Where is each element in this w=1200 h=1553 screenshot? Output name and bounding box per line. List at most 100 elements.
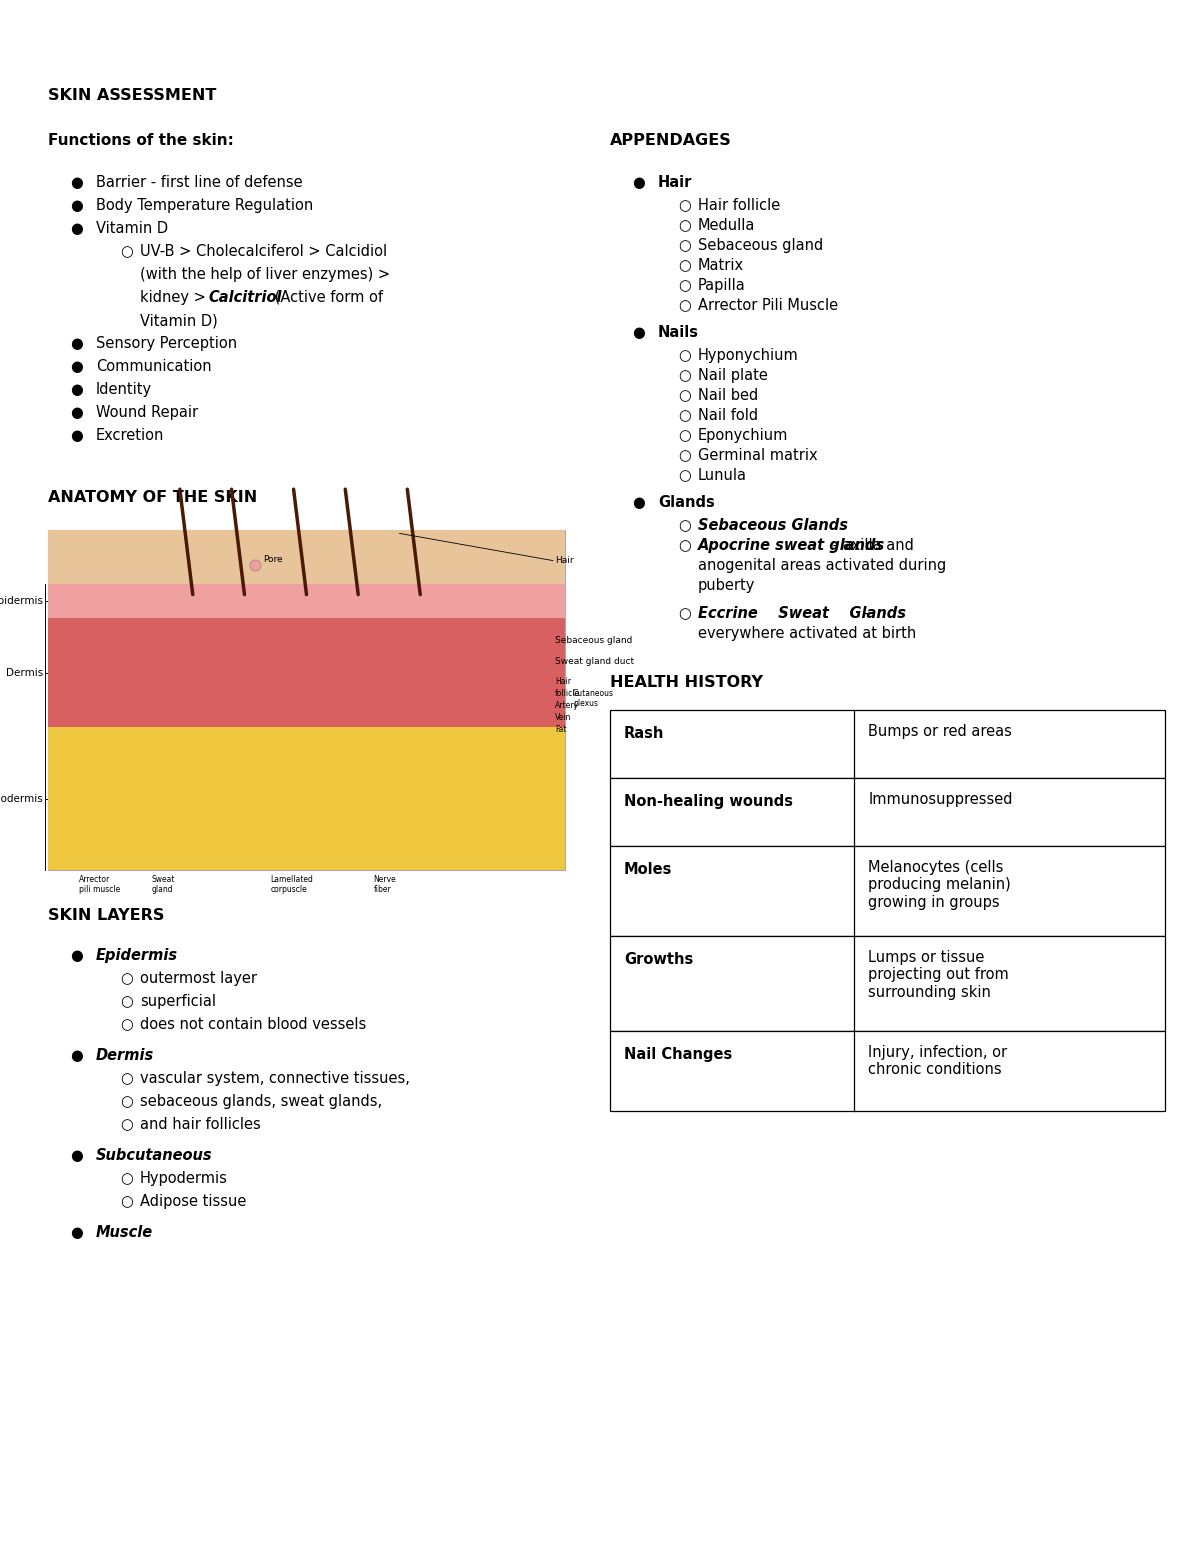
Text: Growths: Growths <box>624 952 694 968</box>
Text: Body Temperature Regulation: Body Temperature Regulation <box>96 197 313 213</box>
Text: ●: ● <box>70 405 83 419</box>
Bar <box>48 530 565 584</box>
Text: follicle: follicle <box>554 690 580 697</box>
Text: Vitamin D: Vitamin D <box>96 221 168 236</box>
Text: ○: ○ <box>678 388 691 402</box>
Text: anogenital areas activated during: anogenital areas activated during <box>698 558 947 573</box>
Text: Hyponychium: Hyponychium <box>698 348 799 363</box>
Text: Subcutaneous: Subcutaneous <box>96 1148 212 1163</box>
Text: plexus: plexus <box>574 699 598 708</box>
Text: Communication: Communication <box>96 359 211 374</box>
Text: Dermis: Dermis <box>6 668 43 677</box>
Text: Rash: Rash <box>624 725 665 741</box>
Text: Sebaceous gland: Sebaceous gland <box>698 238 823 253</box>
Text: SKIN ASSESSMENT: SKIN ASSESSMENT <box>48 89 216 102</box>
Text: -: - <box>859 606 869 621</box>
Text: ○: ○ <box>120 1017 133 1033</box>
Text: ○: ○ <box>678 197 691 213</box>
Text: ○: ○ <box>120 1072 133 1086</box>
Text: ○: ○ <box>120 994 133 1009</box>
Text: ○: ○ <box>120 244 133 259</box>
Text: Sebaceous Glands: Sebaceous Glands <box>698 519 848 533</box>
Text: UV-B > Cholecalciferol > Calcidiol: UV-B > Cholecalciferol > Calcidiol <box>140 244 388 259</box>
Text: ○: ○ <box>120 1093 133 1109</box>
Text: puberty: puberty <box>698 578 755 593</box>
Text: ●: ● <box>70 947 83 963</box>
Text: Hypodermis: Hypodermis <box>0 794 43 803</box>
Text: ○: ○ <box>678 278 691 294</box>
Text: Nails: Nails <box>658 325 698 340</box>
Text: ○: ○ <box>678 467 691 483</box>
Text: ○: ○ <box>678 258 691 273</box>
Text: Injury, infection, or
chronic conditions: Injury, infection, or chronic conditions <box>869 1045 1007 1078</box>
Text: ○: ○ <box>678 408 691 422</box>
Text: ●: ● <box>70 1225 83 1239</box>
Bar <box>48 530 565 870</box>
Text: ○: ○ <box>120 971 133 986</box>
Bar <box>610 846 1165 936</box>
Text: Hair: Hair <box>554 556 574 565</box>
Text: ○: ○ <box>678 447 691 463</box>
Text: ●: ● <box>70 335 83 351</box>
Text: Lumps or tissue
projecting out from
surrounding skin: Lumps or tissue projecting out from surr… <box>869 950 1009 1000</box>
Text: Cutaneous: Cutaneous <box>574 690 614 697</box>
Text: ○: ○ <box>678 348 691 363</box>
Bar <box>610 936 1165 1031</box>
Text: Bumps or red areas: Bumps or red areas <box>869 724 1012 739</box>
Text: Sensory Perception: Sensory Perception <box>96 335 238 351</box>
Text: Glands: Glands <box>658 495 715 509</box>
Text: Nail fold: Nail fold <box>698 408 758 422</box>
Text: Nail Changes: Nail Changes <box>624 1047 732 1062</box>
Bar <box>610 1031 1165 1110</box>
Text: Epidermis: Epidermis <box>0 596 43 606</box>
Text: Pore: Pore <box>263 556 282 564</box>
Text: Medulla: Medulla <box>698 217 755 233</box>
Text: Sweat
gland: Sweat gland <box>151 874 175 895</box>
Text: ●: ● <box>632 175 644 189</box>
Text: Nail bed: Nail bed <box>698 388 758 402</box>
Text: Sebaceous gland: Sebaceous gland <box>554 635 632 644</box>
Text: Excretion: Excretion <box>96 429 164 443</box>
Text: ○: ○ <box>678 238 691 253</box>
Text: Nerve
fiber: Nerve fiber <box>373 874 396 895</box>
Bar <box>48 727 565 870</box>
Text: ●: ● <box>632 325 644 340</box>
Text: Sweat gland duct: Sweat gland duct <box>554 657 634 666</box>
Text: ●: ● <box>70 175 83 189</box>
Text: Melanocytes (cells
producing melanin)
growing in groups: Melanocytes (cells producing melanin) gr… <box>869 860 1010 910</box>
Text: ○: ○ <box>678 519 691 533</box>
Text: vascular system, connective tissues,: vascular system, connective tissues, <box>140 1072 410 1086</box>
Text: Hair: Hair <box>554 677 571 686</box>
Text: Lunula: Lunula <box>698 467 746 483</box>
Text: ●: ● <box>632 495 644 509</box>
Text: ○: ○ <box>678 429 691 443</box>
Bar <box>610 710 1165 778</box>
Text: ○: ○ <box>120 1171 133 1186</box>
Text: everywhere activated at birth: everywhere activated at birth <box>698 626 917 641</box>
Text: Non-healing wounds: Non-healing wounds <box>624 794 793 809</box>
Text: APPENDAGES: APPENDAGES <box>610 134 732 148</box>
Text: Dermis: Dermis <box>96 1048 155 1062</box>
Bar <box>610 778 1165 846</box>
Text: Wound Repair: Wound Repair <box>96 405 198 419</box>
Text: ○: ○ <box>120 1194 133 1208</box>
Text: Muscle: Muscle <box>96 1225 154 1239</box>
Text: Immunosuppressed: Immunosuppressed <box>869 792 1013 808</box>
Text: Hair follicle: Hair follicle <box>698 197 780 213</box>
Text: SKIN LAYERS: SKIN LAYERS <box>48 909 164 922</box>
Text: Fat: Fat <box>554 725 566 735</box>
Text: Epidermis: Epidermis <box>96 947 178 963</box>
Text: outermost layer: outermost layer <box>140 971 257 986</box>
Text: Lamellated
corpuscle: Lamellated corpuscle <box>270 874 313 895</box>
Bar <box>48 618 565 727</box>
Text: ●: ● <box>70 1048 83 1062</box>
Text: Germinal matrix: Germinal matrix <box>698 447 817 463</box>
Text: Functions of the skin:: Functions of the skin: <box>48 134 234 148</box>
Text: Artery: Artery <box>554 700 580 710</box>
Text: ○: ○ <box>678 606 691 621</box>
Text: - axilla and: - axilla and <box>828 537 914 553</box>
Text: HEALTH HISTORY: HEALTH HISTORY <box>610 676 763 690</box>
Text: ○: ○ <box>678 368 691 384</box>
Text: ○: ○ <box>678 298 691 314</box>
Text: Calcitriol: Calcitriol <box>208 290 282 304</box>
